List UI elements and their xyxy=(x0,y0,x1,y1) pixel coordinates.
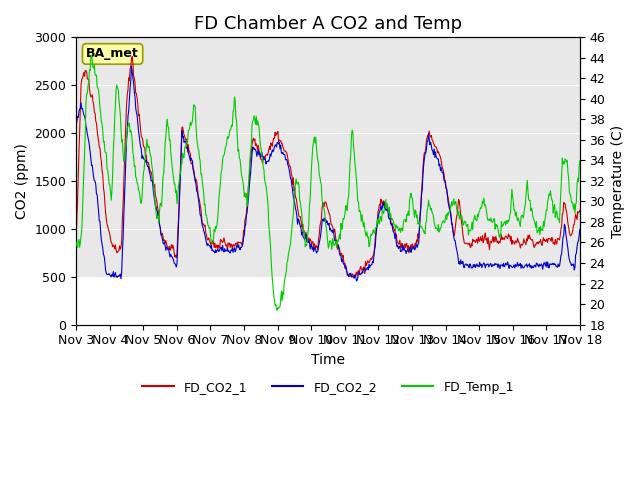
Y-axis label: Temperature (C): Temperature (C) xyxy=(611,124,625,238)
Legend: FD_CO2_1, FD_CO2_2, FD_Temp_1: FD_CO2_1, FD_CO2_2, FD_Temp_1 xyxy=(137,376,519,399)
Y-axis label: CO2 (ppm): CO2 (ppm) xyxy=(15,143,29,219)
X-axis label: Time: Time xyxy=(311,353,345,367)
Bar xyxy=(76,37,580,276)
Text: BA_met: BA_met xyxy=(86,48,139,60)
Title: FD Chamber A CO2 and Temp: FD Chamber A CO2 and Temp xyxy=(194,15,462,33)
